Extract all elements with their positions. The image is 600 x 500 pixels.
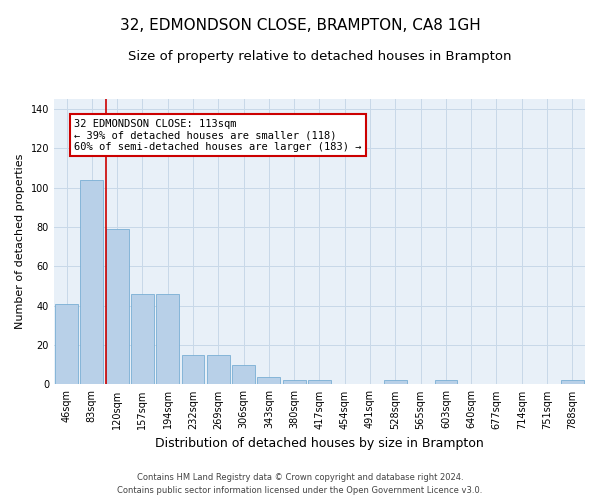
Bar <box>308 380 331 384</box>
Bar <box>182 355 205 384</box>
Bar <box>257 376 280 384</box>
Bar <box>283 380 305 384</box>
Bar <box>384 380 407 384</box>
Y-axis label: Number of detached properties: Number of detached properties <box>15 154 25 330</box>
Bar <box>232 364 255 384</box>
X-axis label: Distribution of detached houses by size in Brampton: Distribution of detached houses by size … <box>155 437 484 450</box>
Text: 32, EDMONDSON CLOSE, BRAMPTON, CA8 1GH: 32, EDMONDSON CLOSE, BRAMPTON, CA8 1GH <box>119 18 481 32</box>
Bar <box>106 229 128 384</box>
Bar <box>207 355 230 384</box>
Bar <box>80 180 103 384</box>
Bar <box>55 304 78 384</box>
Text: 32 EDMONDSON CLOSE: 113sqm
← 39% of detached houses are smaller (118)
60% of sem: 32 EDMONDSON CLOSE: 113sqm ← 39% of deta… <box>74 118 362 152</box>
Title: Size of property relative to detached houses in Brampton: Size of property relative to detached ho… <box>128 50 511 63</box>
Bar <box>131 294 154 384</box>
Bar <box>561 380 584 384</box>
Bar <box>434 380 457 384</box>
Bar <box>157 294 179 384</box>
Text: Contains HM Land Registry data © Crown copyright and database right 2024.
Contai: Contains HM Land Registry data © Crown c… <box>118 474 482 495</box>
